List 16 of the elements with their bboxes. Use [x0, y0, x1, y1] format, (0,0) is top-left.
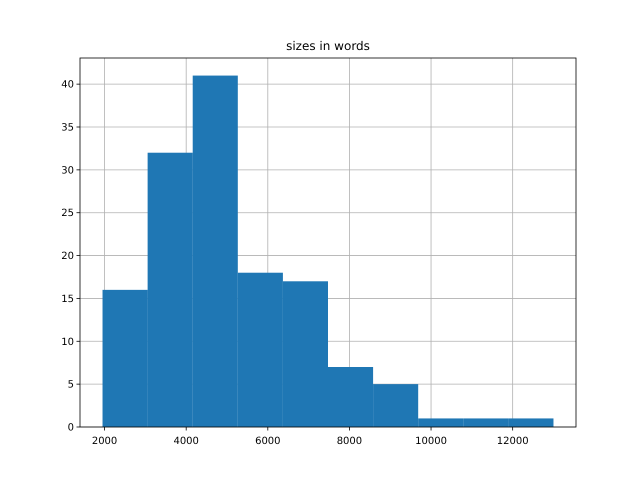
y-tick-label: 15	[61, 294, 74, 305]
x-tick-label: 4000	[173, 436, 199, 447]
chart-title: sizes in words	[286, 39, 370, 53]
y-tick-label: 0	[68, 422, 74, 434]
x-tick-label: 12000	[496, 436, 529, 447]
y-tick-label: 25	[61, 208, 74, 220]
y-tick-label: 5	[68, 380, 74, 391]
y-tick-label: 20	[61, 251, 74, 262]
y-tick-label: 10	[61, 336, 74, 348]
y-tick-label: 35	[61, 122, 74, 134]
x-tick-label: 2000	[92, 436, 118, 447]
x-tick-label: 10000	[415, 436, 447, 447]
y-tick-label: 30	[61, 165, 74, 176]
x-tick-label: 8000	[336, 436, 362, 447]
y-tick-label: 40	[61, 80, 74, 91]
x-tick-label: 6000	[255, 436, 281, 447]
